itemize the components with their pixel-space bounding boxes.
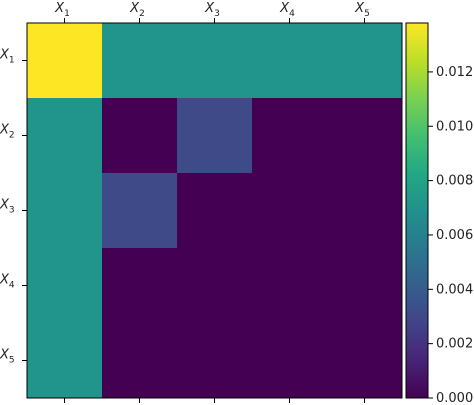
heatmap-cell-r4-c5 (327, 248, 403, 324)
colorbar-tick-label: 0.002 (436, 337, 473, 352)
y-tick-label: X5 (0, 348, 15, 366)
colorbar-tick-label: 0.010 (436, 119, 473, 134)
y-axis-ticks: X1 X2 X3 X4 X5 (0, 48, 27, 366)
heatmap-cell-r5-c2 (102, 323, 178, 399)
heatmap-cells (27, 23, 403, 399)
heatmap-cell-r3-c2 (102, 173, 178, 249)
heatmap-cell-r3-c3 (177, 173, 253, 249)
heatmap-cell-r1-c2 (102, 23, 178, 99)
heatmap-cell-r3-c5 (327, 173, 403, 249)
x-tick-label: X5 (354, 1, 370, 19)
colorbar-tick-label: 0.006 (436, 228, 473, 243)
heatmap-cell-r4-c4 (252, 248, 328, 324)
heatmap-cell-r2-c2 (102, 98, 178, 174)
heatmap-cell-r5-c3 (177, 323, 253, 399)
heatmap-cell-r1-c1 (27, 23, 103, 99)
colorbar-tick-label: 0.000 (436, 391, 473, 405)
colorbar-frame (405, 22, 429, 399)
heatmap-cell-r3-c1 (27, 173, 103, 249)
x-tick-label: X2 (129, 1, 145, 19)
heatmap-cell-r2-c3 (177, 98, 253, 174)
heatmap-cell-r4-c1 (27, 248, 103, 324)
x-axis-ticks: X1 X2 X3 X4 X5 (54, 1, 370, 403)
heatmap-cell-r4-c3 (177, 248, 253, 324)
x-tick-label: X4 (279, 1, 295, 19)
heatmap-cell-r1-c3 (177, 23, 253, 99)
heatmap-cell-r2-c1 (27, 98, 103, 174)
heatmap-cell-r5-c1 (27, 323, 103, 399)
colorbar-tick-label: 0.004 (436, 282, 473, 297)
heatmap-cell-r1-c5 (327, 23, 403, 99)
heatmap-cell-r3-c4 (252, 173, 328, 249)
colorbar (406, 23, 428, 398)
heatmap-cell-r2-c4 (252, 98, 328, 174)
heatmap-cell-r1-c4 (252, 23, 328, 99)
colorbar-ticks: 0.000 0.002 0.004 0.006 0.008 0.010 0.012 (428, 65, 473, 405)
y-tick-label: X1 (0, 48, 15, 66)
heatmap-cell-r5-c5 (327, 323, 403, 399)
heatmap-cell-r2-c5 (327, 98, 403, 174)
colorbar-tick-label: 0.008 (436, 174, 473, 189)
y-tick-label: X3 (0, 198, 15, 216)
colorbar-tick-label: 0.012 (436, 65, 473, 80)
x-tick-label: X3 (204, 1, 220, 19)
y-tick-label: X4 (0, 273, 15, 291)
x-tick-label: X1 (54, 1, 70, 19)
y-tick-label: X2 (0, 123, 15, 141)
heatmap-cell-r5-c4 (252, 323, 328, 399)
heatmap-cell-r4-c2 (102, 248, 178, 324)
